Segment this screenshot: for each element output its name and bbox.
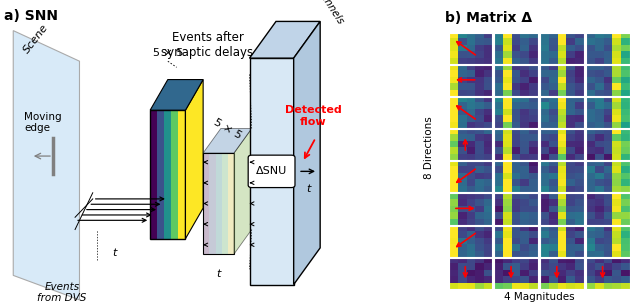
Text: 5 × 5: 5 × 5 [152, 48, 183, 58]
Bar [203, 153, 209, 254]
Text: Events
from DVS: Events from DVS [37, 282, 86, 303]
Bar [216, 153, 221, 254]
Text: Scene: Scene [21, 22, 50, 55]
Text: Detected
flow: Detected flow [285, 106, 342, 127]
Text: 5 × 5: 5 × 5 [212, 117, 243, 141]
Polygon shape [186, 80, 203, 239]
Bar [157, 110, 164, 239]
Text: Channels: Channels [311, 0, 346, 27]
Text: t: t [216, 269, 221, 279]
Bar [172, 110, 179, 239]
Bar [150, 110, 157, 239]
Bar [164, 110, 172, 239]
Polygon shape [203, 129, 252, 153]
Text: 4 Magnitudes: 4 Magnitudes [504, 292, 575, 302]
Polygon shape [234, 129, 252, 254]
Bar [203, 153, 234, 254]
Bar [221, 153, 228, 254]
Text: 8 Directions: 8 Directions [424, 116, 434, 179]
Bar [228, 153, 234, 254]
Text: b) Matrix Δ: b) Matrix Δ [445, 11, 532, 25]
Polygon shape [294, 21, 320, 285]
Text: Events after
synaptic delays: Events after synaptic delays [161, 31, 253, 59]
Polygon shape [150, 80, 203, 110]
Text: ΔSNU: ΔSNU [256, 166, 287, 176]
Polygon shape [250, 58, 294, 285]
Text: t: t [306, 184, 310, 194]
Bar [150, 110, 186, 239]
Text: t: t [113, 248, 117, 258]
Bar [179, 110, 186, 239]
Polygon shape [13, 31, 79, 300]
Bar [209, 153, 216, 254]
Polygon shape [250, 21, 320, 58]
Text: Moving
edge: Moving edge [24, 112, 62, 133]
FancyBboxPatch shape [248, 155, 295, 188]
Text: a) SNN: a) SNN [4, 9, 58, 23]
